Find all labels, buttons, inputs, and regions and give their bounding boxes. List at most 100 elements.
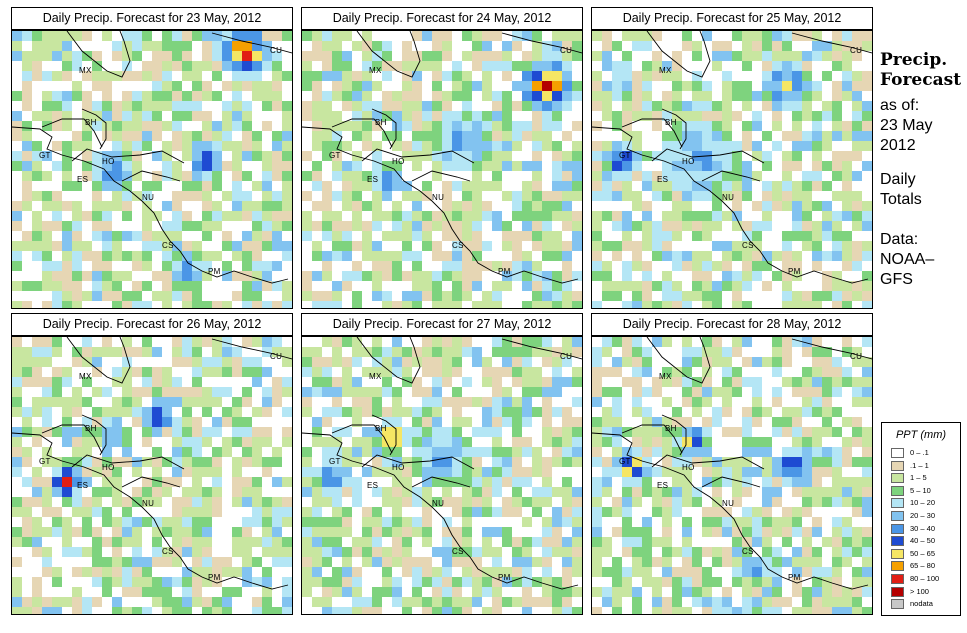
legend-label: 30 – 40 bbox=[910, 523, 936, 533]
precip-field bbox=[302, 337, 582, 614]
country-label-ho: HO bbox=[682, 463, 695, 472]
precip-map: MX CU BH GT HO ES NU CS PM bbox=[11, 336, 293, 615]
country-label-cs: CS bbox=[452, 547, 464, 556]
legend-label: 0 – .1 bbox=[910, 448, 929, 457]
forecast-panel-4: Daily Precip. Forecast for 27 May, 2012 … bbox=[301, 313, 583, 615]
legend-swatch bbox=[891, 599, 904, 610]
precip-field bbox=[592, 31, 872, 308]
country-label-cu: CU bbox=[850, 352, 863, 361]
legend-label: > 100 bbox=[910, 586, 929, 596]
country-label-ho: HO bbox=[102, 157, 115, 166]
country-label-mx: MX bbox=[659, 372, 672, 381]
country-label-cs: CS bbox=[742, 547, 754, 556]
country-label-cu: CU bbox=[270, 352, 283, 361]
country-label-nu: NU bbox=[432, 193, 445, 202]
legend-label: 80 – 100 bbox=[910, 574, 940, 583]
daily-line2: Totals bbox=[880, 191, 922, 208]
panel-title: Daily Precip. Forecast for 23 May, 2012 bbox=[11, 7, 293, 30]
daily-line1: Daily bbox=[880, 171, 916, 188]
country-label-bh: BH bbox=[665, 118, 677, 127]
legend-label: 65 – 80 bbox=[910, 561, 936, 571]
country-label-es: ES bbox=[367, 175, 379, 184]
legend-swatch bbox=[891, 498, 904, 509]
asof-line2: 23 May bbox=[880, 117, 933, 134]
country-label-cu: CU bbox=[560, 352, 573, 361]
country-label-pm: PM bbox=[788, 573, 801, 582]
sidebar-title: Precip. Forecast bbox=[880, 50, 961, 90]
legend-swatch bbox=[891, 548, 904, 559]
asof-line1: as of: bbox=[880, 97, 920, 114]
precip-map: MX CU BH GT HO ES NU CS PM bbox=[591, 30, 873, 309]
country-label-ho: HO bbox=[392, 157, 405, 166]
sidebar-daily: Daily Totals bbox=[880, 170, 922, 210]
country-label-es: ES bbox=[77, 175, 89, 184]
country-label-gt: GT bbox=[619, 457, 631, 466]
country-label-ho: HO bbox=[682, 157, 695, 166]
precip-field bbox=[12, 31, 292, 308]
country-label-es: ES bbox=[657, 481, 669, 490]
country-label-pm: PM bbox=[498, 267, 511, 276]
country-label-bh: BH bbox=[375, 424, 387, 433]
legend-swatch bbox=[891, 485, 904, 496]
country-label-bh: BH bbox=[665, 424, 677, 433]
forecast-panel-1: Daily Precip. Forecast for 24 May, 2012 … bbox=[301, 7, 583, 309]
country-label-cs: CS bbox=[452, 241, 464, 250]
precip-field bbox=[302, 31, 582, 308]
panel-title: Daily Precip. Forecast for 28 May, 2012 bbox=[591, 313, 873, 336]
precip-field bbox=[12, 337, 292, 614]
country-label-mx: MX bbox=[369, 372, 382, 381]
country-label-cs: CS bbox=[742, 241, 754, 250]
legend-label: 50 – 65 bbox=[910, 548, 936, 558]
legend-swatch bbox=[891, 460, 904, 471]
country-label-gt: GT bbox=[39, 457, 51, 466]
country-label-mx: MX bbox=[659, 66, 672, 75]
legend-swatch bbox=[891, 523, 904, 534]
country-label-gt: GT bbox=[329, 151, 341, 160]
legend-swatch bbox=[891, 586, 904, 597]
legend-label: 40 – 50 bbox=[910, 536, 936, 546]
legend-label: 1 – 5 bbox=[910, 473, 927, 483]
country-label-ho: HO bbox=[392, 463, 405, 472]
forecast-panel-3: Daily Precip. Forecast for 26 May, 2012 … bbox=[11, 313, 293, 615]
precip-map: MX CU BH GT HO ES NU CS PM bbox=[301, 336, 583, 615]
legend-label: nodata bbox=[910, 599, 933, 609]
country-label-gt: GT bbox=[39, 151, 51, 160]
country-label-pm: PM bbox=[208, 267, 221, 276]
sidebar-title-line1: Precip. bbox=[880, 50, 948, 70]
legend-swatch bbox=[891, 536, 904, 547]
asof-line3: 2012 bbox=[880, 137, 916, 154]
legend-swatch bbox=[891, 511, 904, 521]
country-label-gt: GT bbox=[329, 457, 341, 466]
country-label-pm: PM bbox=[208, 573, 221, 582]
country-label-nu: NU bbox=[722, 193, 735, 202]
precip-field bbox=[592, 337, 872, 614]
country-label-nu: NU bbox=[432, 499, 445, 508]
precip-legend: PPT (mm) 0 – .1 .1 – 1 1 – 5 5 – 10 10 – 20 2… bbox=[881, 422, 961, 616]
sidebar-asof: as of: 23 May 2012 bbox=[880, 96, 932, 156]
forecast-panel-2: Daily Precip. Forecast for 25 May, 2012 … bbox=[591, 7, 873, 309]
panel-title: Daily Precip. Forecast for 27 May, 2012 bbox=[301, 313, 583, 336]
country-label-bh: BH bbox=[85, 424, 97, 433]
panel-title: Daily Precip. Forecast for 25 May, 2012 bbox=[591, 7, 873, 30]
legend-label: 10 – 20 bbox=[910, 498, 936, 508]
country-label-gt: GT bbox=[619, 151, 631, 160]
legend-swatch bbox=[891, 473, 904, 484]
country-label-pm: PM bbox=[788, 267, 801, 276]
country-label-cu: CU bbox=[270, 46, 283, 55]
country-label-es: ES bbox=[367, 481, 379, 490]
country-label-mx: MX bbox=[79, 66, 92, 75]
country-label-bh: BH bbox=[375, 118, 387, 127]
country-label-es: ES bbox=[77, 481, 89, 490]
country-label-bh: BH bbox=[85, 118, 97, 127]
precip-map: MX CU BH GT HO ES NU CS PM bbox=[11, 30, 293, 309]
legend-label: 20 – 30 bbox=[910, 511, 936, 520]
data-line3: GFS bbox=[880, 271, 913, 288]
country-label-nu: NU bbox=[722, 499, 735, 508]
precip-map: MX CU BH GT HO ES NU CS PM bbox=[591, 336, 873, 615]
panel-title: Daily Precip. Forecast for 26 May, 2012 bbox=[11, 313, 293, 336]
legend-label: .1 – 1 bbox=[910, 460, 929, 470]
data-line1: Data: bbox=[880, 231, 919, 248]
country-label-mx: MX bbox=[79, 372, 92, 381]
forecast-panel-0: Daily Precip. Forecast for 23 May, 2012 … bbox=[11, 7, 293, 309]
country-label-es: ES bbox=[657, 175, 669, 184]
